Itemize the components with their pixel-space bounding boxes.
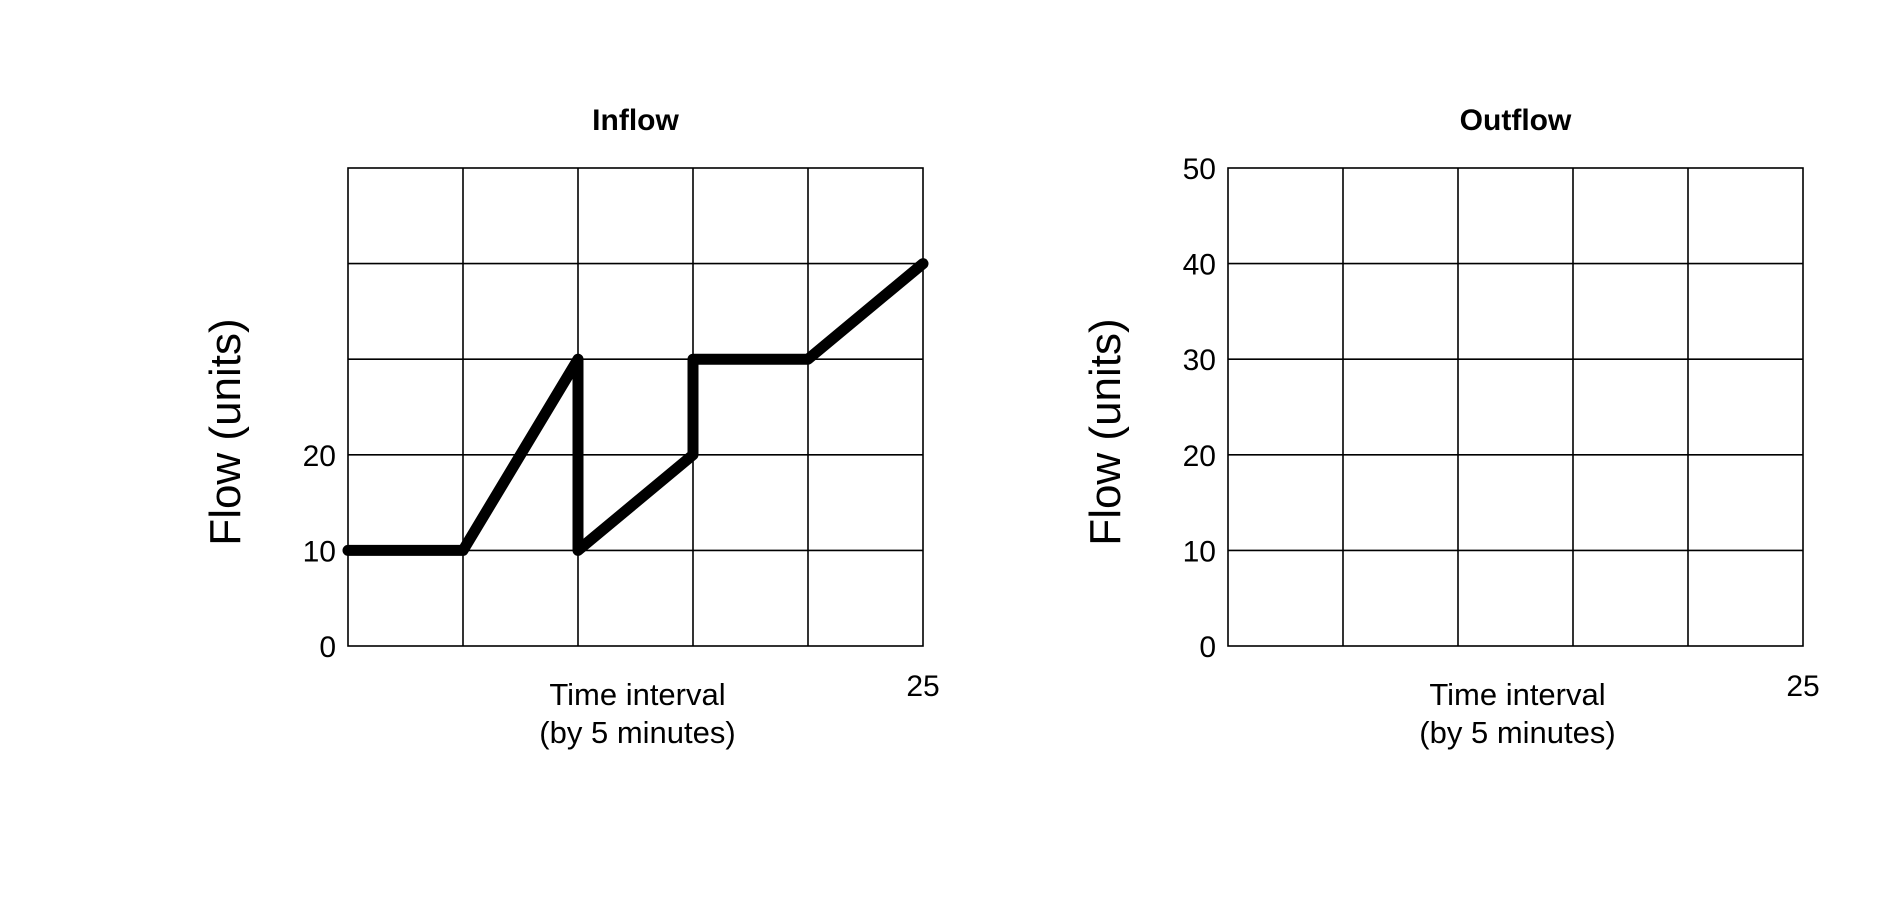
outflow-x-axis-label-line2: (by 5 minutes) bbox=[1419, 715, 1615, 750]
outflow-y-tick-label: 30 bbox=[1183, 344, 1216, 377]
outflow-x-ticks: 25 bbox=[1786, 670, 1819, 703]
outflow-plot-frame bbox=[1227, 167, 1804, 647]
outflow-y-tick-label: 40 bbox=[1183, 249, 1216, 282]
inflow-series bbox=[342, 258, 929, 556]
inflow-y-tick-label: 10 bbox=[303, 535, 336, 568]
inflow-y-axis-label: Flow (units) bbox=[201, 318, 250, 545]
inflow-y-ticks: 0 10 20 bbox=[303, 440, 336, 664]
inflow-grid bbox=[347, 167, 924, 647]
inflow-x-axis-label-line2: (by 5 minutes) bbox=[539, 715, 735, 750]
inflow-plot-frame bbox=[347, 167, 924, 647]
outflow-y-tick-label: 20 bbox=[1183, 440, 1216, 473]
outflow-y-ticks: 0 10 20 30 40 50 bbox=[1183, 153, 1216, 664]
outflow-y-tick-label: 0 bbox=[1199, 631, 1216, 664]
outflow-y-tick-label: 50 bbox=[1183, 153, 1216, 186]
outflow-x-axis-label-line1: Time interval bbox=[1429, 677, 1605, 712]
inflow-x-tick-label: 25 bbox=[906, 670, 939, 703]
outflow-y-tick-label: 10 bbox=[1183, 535, 1216, 568]
outflow-chart: Outflow 0 10 20 30 40 50 25 Time interval (by… bbox=[1081, 104, 1820, 750]
outflow-title: Outflow bbox=[1460, 104, 1572, 137]
inflow-series-line bbox=[342, 258, 929, 556]
inflow-chart: Inflow 0 10 20 25 Time interval (by 5 minu… bbox=[201, 104, 940, 750]
inflow-y-tick-label: 20 bbox=[303, 440, 336, 473]
inflow-title: Inflow bbox=[592, 104, 679, 137]
outflow-grid bbox=[1227, 167, 1804, 647]
inflow-x-axis-label-line1: Time interval bbox=[549, 677, 725, 712]
outflow-x-tick-label: 25 bbox=[1786, 670, 1819, 703]
inflow-y-tick-label: 0 bbox=[319, 631, 336, 664]
inflow-x-ticks: 25 bbox=[906, 670, 939, 703]
outflow-y-axis-label: Flow (units) bbox=[1081, 318, 1130, 545]
